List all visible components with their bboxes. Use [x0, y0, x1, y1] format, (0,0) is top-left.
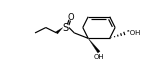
Text: OH: OH [94, 54, 104, 60]
Text: S: S [63, 23, 69, 32]
Text: ''OH: ''OH [127, 30, 141, 36]
Polygon shape [88, 38, 100, 53]
Polygon shape [56, 28, 63, 34]
Text: O: O [67, 13, 74, 22]
